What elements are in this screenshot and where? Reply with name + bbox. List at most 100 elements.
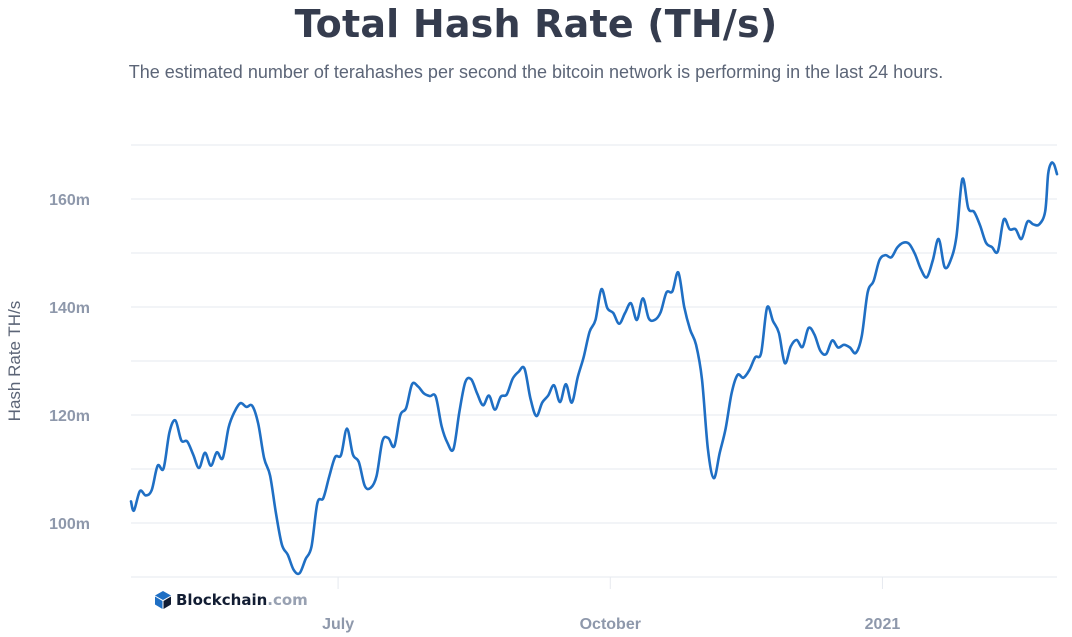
- data-point: [351, 452, 355, 456]
- data-point: [446, 441, 450, 445]
- data-point: [469, 377, 473, 381]
- data-point: [730, 391, 734, 395]
- data-point: [588, 330, 592, 334]
- data-point: [611, 311, 615, 315]
- data-point: [795, 338, 799, 342]
- data-point: [1014, 227, 1018, 231]
- data-point: [866, 290, 870, 294]
- data-point: [860, 334, 864, 338]
- data-point: [528, 396, 532, 400]
- data-point: [357, 460, 361, 464]
- data-point: [718, 451, 722, 455]
- brand-watermark: Blockchain.com: [155, 591, 308, 609]
- data-point: [552, 383, 556, 387]
- data-point: [505, 392, 509, 396]
- data-point: [759, 351, 763, 355]
- data-point: [487, 394, 491, 398]
- data-point: [653, 318, 657, 322]
- data-point: [948, 259, 952, 263]
- data-point: [842, 343, 846, 347]
- data-point: [996, 249, 1000, 253]
- data-point: [830, 338, 834, 342]
- data-point: [1046, 172, 1050, 176]
- data-point: [274, 511, 278, 515]
- data-point: [765, 306, 769, 310]
- data-point: [517, 370, 521, 374]
- data-point: [244, 405, 248, 409]
- x-tick-label: 2021: [865, 616, 901, 633]
- data-point: [1031, 222, 1035, 226]
- data-point: [836, 346, 840, 350]
- series-group: [129, 161, 1059, 576]
- data-point: [735, 373, 739, 377]
- data-point: [647, 316, 651, 320]
- data-point: [540, 401, 544, 405]
- data-point: [493, 408, 497, 412]
- data-point: [1052, 162, 1056, 166]
- data-point: [872, 279, 876, 283]
- data-point: [304, 557, 308, 561]
- data-point: [286, 553, 290, 557]
- y-axis-title: Hash Rate TH/s: [5, 301, 24, 422]
- data-point: [824, 352, 828, 356]
- data-point: [943, 265, 947, 269]
- data-point: [191, 452, 195, 456]
- data-point: [576, 375, 580, 379]
- data-point: [256, 422, 260, 426]
- data-point: [375, 474, 379, 478]
- grid-lines: [131, 144, 1057, 524]
- data-point: [380, 439, 384, 443]
- x-tick-label: October: [580, 616, 641, 633]
- data-point: [1008, 227, 1012, 231]
- data-point: [298, 571, 302, 575]
- y-tick-label: 160m: [49, 192, 90, 209]
- data-point: [913, 252, 917, 256]
- data-point: [398, 414, 402, 418]
- data-point: [593, 318, 597, 322]
- chart-title: Total Hash Rate (TH/s): [294, 2, 778, 46]
- data-point: [162, 466, 166, 470]
- data-point: [641, 296, 645, 300]
- data-point: [895, 246, 899, 250]
- data-point: [848, 346, 852, 350]
- data-point: [1019, 237, 1023, 241]
- data-point: [546, 394, 550, 398]
- data-point: [1002, 218, 1006, 222]
- data-point: [777, 331, 781, 335]
- data-point: [422, 391, 426, 395]
- y-tick-label: 120m: [49, 408, 90, 425]
- data-point: [937, 237, 941, 241]
- data-point: [292, 568, 296, 572]
- data-point: [990, 245, 994, 249]
- data-point: [1043, 209, 1047, 213]
- data-point: [238, 401, 242, 405]
- data-point: [309, 545, 313, 549]
- data-point: [954, 235, 958, 239]
- data-point: [688, 328, 692, 332]
- data-point: [623, 311, 627, 315]
- brand-suffix: .com: [267, 591, 308, 609]
- data-point: [440, 424, 444, 428]
- data-point: [931, 259, 935, 263]
- data-point: [345, 427, 349, 431]
- data-point: [724, 427, 728, 431]
- data-point: [386, 436, 390, 440]
- data-point: [233, 410, 237, 414]
- data-point: [534, 414, 538, 418]
- data-point: [670, 289, 674, 293]
- data-point: [1025, 220, 1029, 224]
- data-point: [167, 430, 171, 434]
- data-point: [812, 333, 816, 337]
- y-tick-label: 100m: [49, 516, 90, 533]
- data-point: [404, 406, 408, 410]
- data-point: [203, 451, 207, 455]
- data-point: [801, 345, 805, 349]
- data-point: [475, 391, 479, 395]
- x-tick-label: July: [322, 616, 354, 633]
- data-point: [129, 499, 133, 503]
- data-point: [984, 241, 988, 245]
- data-point: [605, 306, 609, 310]
- data-point: [268, 473, 272, 477]
- data-point: [250, 404, 254, 408]
- data-point: [753, 355, 757, 359]
